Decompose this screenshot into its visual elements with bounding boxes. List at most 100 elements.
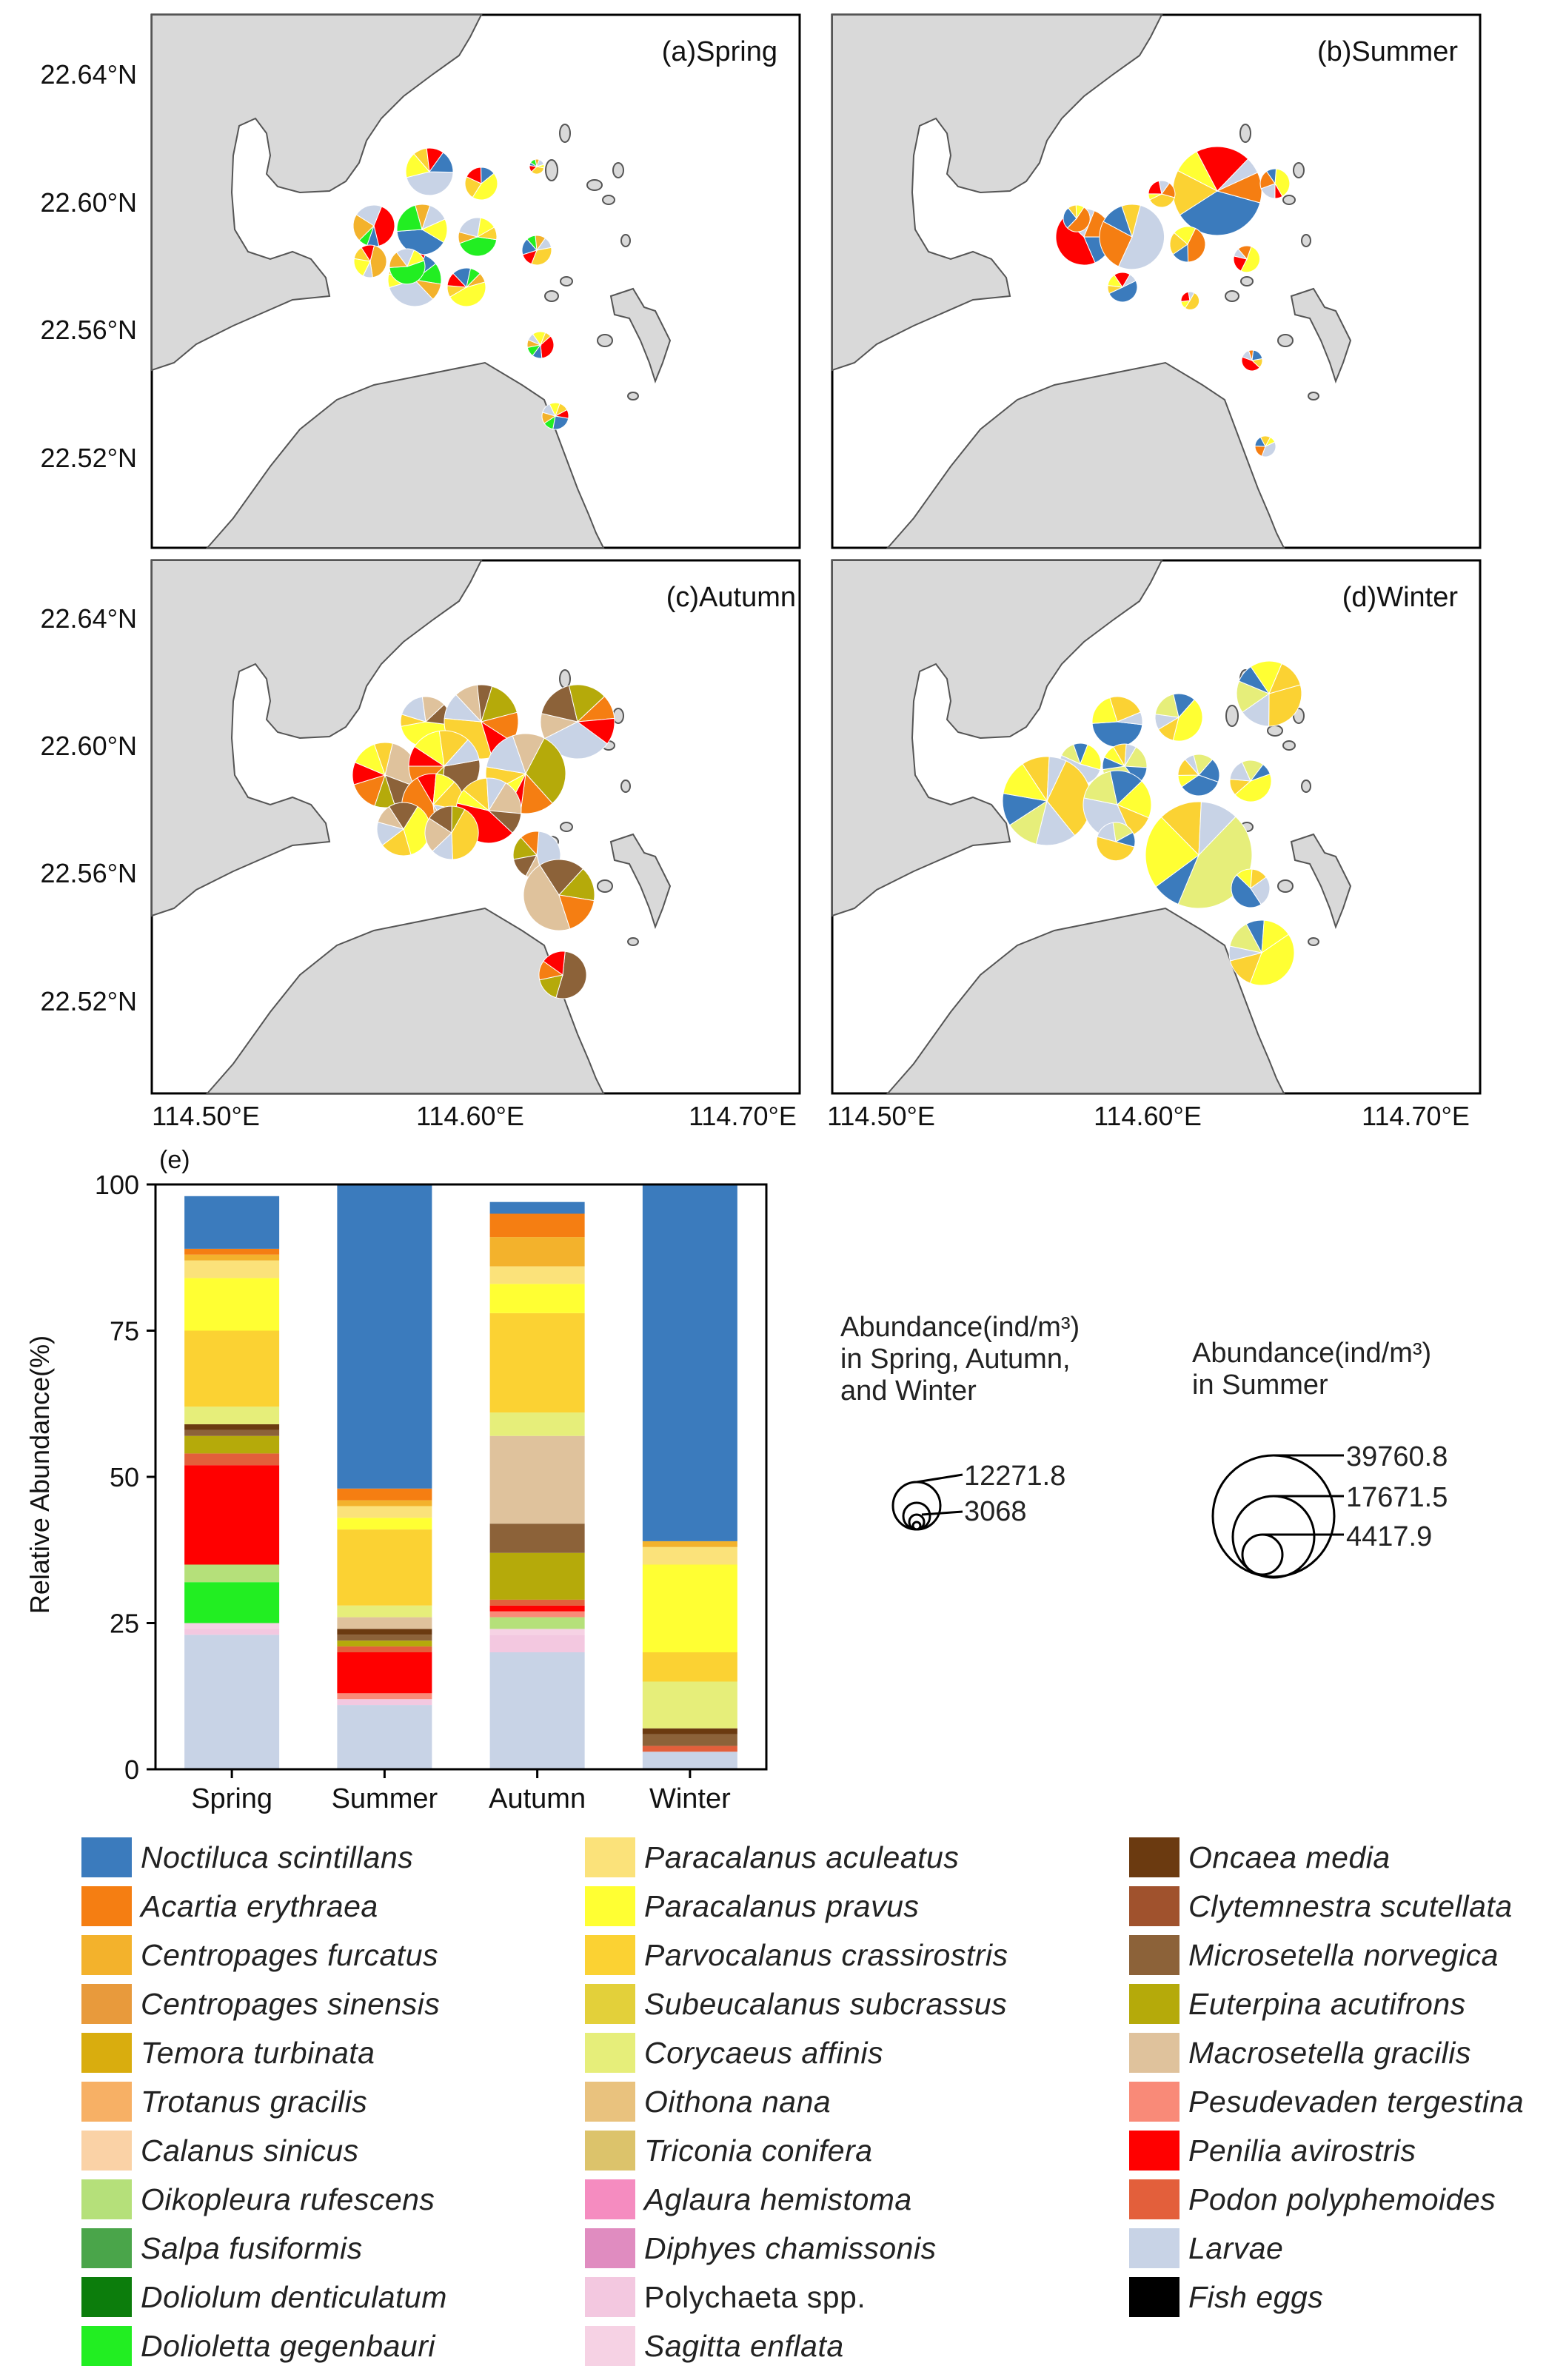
pie-slice <box>552 415 569 430</box>
station-pie <box>1063 204 1091 232</box>
legend-swatch <box>1129 1837 1179 1877</box>
x-tick-label: Spring <box>191 1783 272 1814</box>
small-island <box>1282 740 1296 751</box>
legend-swatch <box>585 2033 635 2073</box>
station-pie <box>1091 696 1143 748</box>
pie-slice <box>1240 246 1260 273</box>
bar-segment <box>489 1213 585 1238</box>
bar-segment <box>337 1506 432 1518</box>
small-island <box>1301 234 1311 247</box>
bar-segment <box>184 1582 280 1623</box>
bar-segment <box>337 1640 432 1647</box>
legend-swatch <box>81 1837 132 1877</box>
station-pie <box>1169 226 1206 263</box>
legend-label: Temora turbinata <box>141 2035 375 2070</box>
bar-segment <box>489 1313 585 1413</box>
bar-segment <box>184 1196 280 1249</box>
pie-slice <box>1268 663 1301 694</box>
bar-segment <box>642 1546 737 1565</box>
bar-segment <box>337 1629 432 1635</box>
pie-slice <box>373 206 395 247</box>
lon-label-left-3: 114.70°E <box>689 1101 797 1131</box>
size-legend: Abundance(ind/m³) in Spring, Autumn, and… <box>840 1312 1448 1579</box>
pie-slice <box>406 249 425 267</box>
station-pie <box>1228 919 1295 986</box>
pie-slice <box>1055 217 1096 266</box>
size-legend-1-title-line-2: in Spring, Autumn, <box>840 1344 1071 1375</box>
y-tick-label: 100 <box>95 1170 139 1200</box>
panel-label-e: (e) <box>159 1146 190 1174</box>
legend-item: Pesudevaden tergestina <box>1129 2079 1524 2125</box>
pie-slice <box>568 684 606 723</box>
bar-segment <box>184 1453 280 1466</box>
pie-slice <box>1184 292 1200 310</box>
legend-label: Aglaura hemistoma <box>644 2182 912 2216</box>
station-pie <box>1233 245 1260 273</box>
bar-segment <box>489 1599 585 1606</box>
station-pie <box>458 217 498 257</box>
pie-slice <box>355 204 383 227</box>
station-pie <box>1154 693 1203 742</box>
legend-swatch <box>1129 1984 1179 2024</box>
bar-segment <box>337 1518 432 1530</box>
pie-slice <box>421 218 448 244</box>
bar-segment <box>184 1629 280 1635</box>
bar-segment <box>184 1429 280 1436</box>
bar-segment <box>184 1564 280 1583</box>
lat-label-bottom-4: 22.52°N <box>41 986 137 1016</box>
station-pie <box>526 331 555 359</box>
lon-label-left-2: 114.60°E <box>416 1101 524 1131</box>
legend-label: Microsetella norvegica <box>1188 1937 1499 1972</box>
legend-label: Diphyes chamissonis <box>644 2230 937 2265</box>
bar-segment <box>642 1652 737 1682</box>
lon-label-right-3: 114.70°E <box>1362 1101 1470 1131</box>
bar-segment <box>337 1635 432 1641</box>
island-east <box>1290 833 1352 929</box>
legend-item: Aglaura hemistoma <box>585 2176 912 2222</box>
station-pie <box>1096 822 1136 862</box>
legend-swatch <box>585 2082 635 2122</box>
station-pie <box>1172 146 1262 236</box>
y-tick-label: 75 <box>110 1316 139 1347</box>
size-circle-4417 <box>1241 1533 1284 1576</box>
bar-segment <box>642 1681 737 1729</box>
legend-swatch <box>81 2326 132 2366</box>
pie-slice <box>406 171 454 196</box>
size-legend-2-title-line-1: Abundance(ind/m³) <box>1192 1338 1431 1369</box>
pie-slice <box>1173 693 1195 719</box>
bar-segment <box>489 1523 585 1553</box>
size-leader-12271 <box>916 1473 963 1484</box>
pie-slice <box>1108 280 1138 303</box>
station-pie <box>1229 760 1272 802</box>
pie-slice <box>1181 774 1219 797</box>
bar-segment <box>642 1184 737 1541</box>
bar-segment <box>184 1424 280 1430</box>
pie-slice <box>1237 245 1252 260</box>
station-pie <box>1177 754 1220 797</box>
pie-slice <box>449 281 486 307</box>
pie-slice <box>1234 773 1272 802</box>
station-pie <box>446 267 486 307</box>
legend-label: Centropages furcatus <box>141 1937 439 1972</box>
small-island <box>1308 937 1319 946</box>
legend-label: Corycaeus affinis <box>644 2035 883 2070</box>
legend-swatch <box>1129 2179 1179 2219</box>
pie-slice <box>1066 207 1091 232</box>
legend-item: Dolioletta gegenbauri <box>81 2323 435 2369</box>
legend-item: Subeucalanus subcrassus <box>585 1981 1007 2027</box>
legend-label: Subeucalanus subcrassus <box>644 1986 1008 2021</box>
station-pie <box>529 158 545 175</box>
bar-stack-autumn <box>489 1201 585 1769</box>
pie-slice <box>472 172 498 201</box>
legend-label: Macrosetella gracilis <box>1188 2035 1471 2070</box>
bar-stack-spring <box>184 1196 280 1769</box>
legend-swatch <box>585 2277 635 2317</box>
pie-slice <box>1196 146 1249 192</box>
legend-label: Larvae <box>1188 2230 1284 2265</box>
pie-slice <box>1114 831 1136 848</box>
station-pie <box>1099 204 1165 270</box>
station-pie <box>1231 868 1271 908</box>
legend-item: Centropages sinensis <box>81 1981 440 2027</box>
bar-segment <box>337 1699 432 1706</box>
bar-segment <box>489 1201 585 1214</box>
